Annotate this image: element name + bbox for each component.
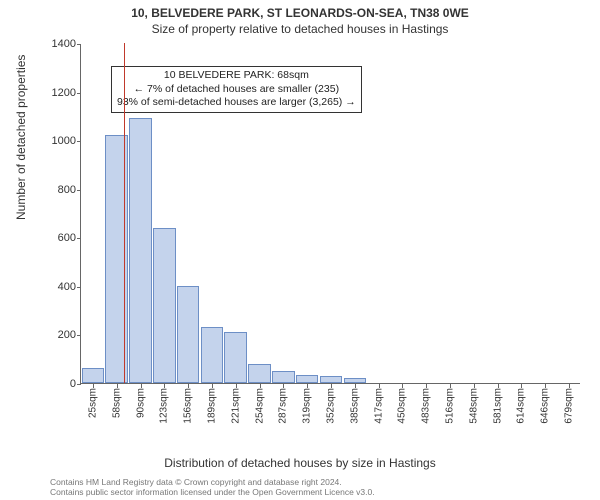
x-tick-label: 450sqm (397, 388, 408, 424)
x-tick-label: 156sqm (183, 388, 194, 424)
x-tick-mark (117, 384, 118, 388)
y-tick-label: 800 (42, 184, 76, 196)
x-tick-label: 516sqm (445, 388, 456, 424)
histogram-bar (320, 376, 343, 383)
annotation-line: 93% of semi-detached houses are larger (… (117, 96, 356, 110)
x-tick-mark (402, 384, 403, 388)
x-tick-label: 221sqm (230, 388, 241, 424)
y-tick-label: 600 (42, 232, 76, 244)
x-tick-mark (379, 384, 380, 388)
y-tick-mark (77, 44, 81, 45)
x-tick-label: 319sqm (302, 388, 313, 424)
x-tick-mark (426, 384, 427, 388)
histogram-bar (296, 375, 319, 384)
x-tick-label: 679sqm (564, 388, 575, 424)
x-tick-mark (521, 384, 522, 388)
x-tick-mark (188, 384, 189, 388)
x-axis-label: Distribution of detached houses by size … (0, 456, 600, 470)
x-tick-label: 483sqm (421, 388, 432, 424)
chart-container: 10, BELVEDERE PARK, ST LEONARDS-ON-SEA, … (0, 0, 600, 500)
x-tick-label: 25sqm (87, 388, 98, 418)
chart-title-sub: Size of property relative to detached ho… (0, 20, 600, 36)
histogram-bar (272, 371, 295, 383)
x-tick-mark (236, 384, 237, 388)
plot-area: 10 BELVEDERE PARK: 68sqm ← 7% of detache… (80, 44, 580, 384)
x-tick-label: 287sqm (278, 388, 289, 424)
y-tick-label: 1400 (42, 38, 76, 50)
y-tick-mark (77, 384, 81, 385)
x-tick-mark (93, 384, 94, 388)
histogram-bar (82, 368, 105, 383)
x-tick-label: 581sqm (492, 388, 503, 424)
x-tick-label: 90sqm (135, 388, 146, 418)
x-tick-label: 352sqm (326, 388, 337, 424)
x-tick-label: 123sqm (159, 388, 170, 424)
x-tick-label: 254sqm (254, 388, 265, 424)
annotation-line: 10 BELVEDERE PARK: 68sqm (117, 69, 356, 83)
y-tick-label: 0 (42, 378, 76, 390)
y-tick-mark (77, 141, 81, 142)
x-tick-label: 385sqm (349, 388, 360, 424)
histogram-bar (201, 327, 224, 383)
x-tick-mark (260, 384, 261, 388)
y-tick-label: 1000 (42, 135, 76, 147)
x-tick-label: 646sqm (540, 388, 551, 424)
x-tick-label: 189sqm (206, 388, 217, 424)
x-tick-label: 58sqm (111, 388, 122, 418)
x-tick-label: 548sqm (468, 388, 479, 424)
x-tick-mark (141, 384, 142, 388)
chart-area: 10 BELVEDERE PARK: 68sqm ← 7% of detache… (50, 44, 580, 424)
x-tick-mark (307, 384, 308, 388)
chart-title-main: 10, BELVEDERE PARK, ST LEONARDS-ON-SEA, … (0, 0, 600, 20)
x-tick-mark (474, 384, 475, 388)
x-tick-label: 417sqm (373, 388, 384, 424)
y-tick-mark (77, 238, 81, 239)
x-tick-mark (283, 384, 284, 388)
annotation-box: 10 BELVEDERE PARK: 68sqm ← 7% of detache… (111, 66, 362, 113)
y-tick-label: 200 (42, 329, 76, 341)
x-tick-mark (164, 384, 165, 388)
attribution-text: Contains HM Land Registry data © Crown c… (50, 477, 375, 497)
x-tick-mark (355, 384, 356, 388)
x-tick-mark (498, 384, 499, 388)
y-tick-label: 400 (42, 281, 76, 293)
histogram-bar (177, 286, 200, 383)
x-tick-mark (450, 384, 451, 388)
annotation-line: ← 7% of detached houses are smaller (235… (117, 83, 356, 97)
histogram-bar (344, 378, 367, 383)
y-tick-mark (77, 287, 81, 288)
histogram-bar (224, 332, 247, 383)
histogram-bar (129, 118, 152, 383)
attribution-line: Contains HM Land Registry data © Crown c… (50, 477, 375, 487)
y-tick-mark (77, 335, 81, 336)
histogram-bar (153, 228, 176, 383)
x-tick-mark (545, 384, 546, 388)
x-tick-mark (569, 384, 570, 388)
x-tick-mark (212, 384, 213, 388)
x-tick-label: 614sqm (516, 388, 527, 424)
attribution-line: Contains public sector information licen… (50, 487, 375, 497)
histogram-bar (248, 364, 271, 383)
y-tick-label: 1200 (42, 87, 76, 99)
x-tick-mark (331, 384, 332, 388)
y-axis-label: Number of detached properties (14, 55, 28, 220)
y-tick-mark (77, 93, 81, 94)
y-tick-mark (77, 190, 81, 191)
property-marker-line (124, 43, 125, 383)
